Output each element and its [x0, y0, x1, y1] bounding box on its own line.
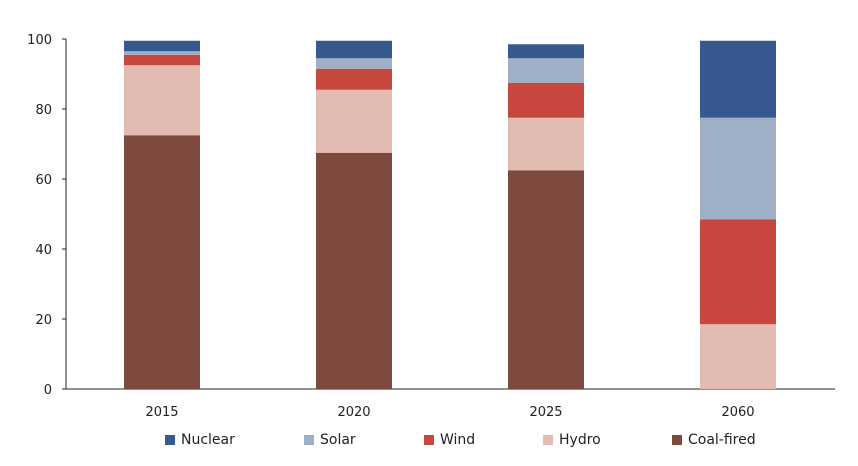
legend-swatch — [165, 435, 175, 445]
bar-segment-hydro-2025 — [508, 117, 584, 171]
bar-segment-solar-2060 — [700, 117, 776, 220]
bar-segment-coal-fired-2020 — [316, 152, 392, 389]
bar-segment-hydro-2020 — [316, 89, 392, 153]
bar-segment-wind-2020 — [316, 68, 392, 90]
legend-label: Hydro — [559, 432, 601, 448]
y-tick-label: 100 — [27, 33, 52, 48]
x-tick-group: 2015 2020 2025 2060 — [145, 405, 754, 420]
y-tick-label: 40 — [35, 243, 52, 258]
bar-segment-hydro-2060 — [700, 324, 776, 389]
bar-segment-hydro-2015 — [124, 65, 200, 136]
legend-swatch — [424, 435, 434, 445]
legend-item-wind: Wind — [424, 432, 475, 448]
y-tick-label: 0 — [44, 383, 52, 398]
bar-group — [124, 40, 776, 389]
legend-label: Nuclear — [181, 432, 235, 448]
y-tick-label: 80 — [35, 103, 52, 118]
bar-segment-coal-fired-2025 — [508, 170, 584, 389]
legend-label: Coal-fired — [688, 432, 756, 448]
x-tick-label: 2015 — [145, 405, 178, 420]
legend-swatch — [672, 435, 682, 445]
bar-segment-nuclear-2020 — [316, 40, 392, 59]
legend-item-coal-fired: Coal-fired — [672, 432, 756, 448]
legend-item-solar: Solar — [304, 432, 356, 448]
x-tick-label: 2060 — [721, 405, 754, 420]
x-tick-label: 2020 — [337, 405, 370, 420]
bar-segment-nuclear-2025 — [508, 44, 584, 59]
bar-segment-wind-2060 — [700, 219, 776, 325]
legend-swatch — [543, 435, 553, 445]
legend-label: Solar — [320, 432, 356, 448]
bar-segment-coal-fired-2015 — [124, 135, 200, 389]
bar-segment-solar-2020 — [316, 58, 392, 69]
y-tick-group: 0 20 40 60 80 100 — [27, 33, 66, 398]
bar-segment-solar-2025 — [508, 58, 584, 83]
y-tick-label: 20 — [35, 313, 52, 328]
bar-segment-wind-2015 — [124, 54, 200, 66]
bar-segment-nuclear-2015 — [124, 40, 200, 52]
bar-segment-nuclear-2060 — [700, 40, 776, 118]
x-tick-label: 2025 — [529, 405, 562, 420]
bar-segment-solar-2015 — [124, 51, 200, 55]
legend: Nuclear Solar Wind Hydro Coal-fired — [0, 432, 858, 460]
bar-segment-wind-2025 — [508, 82, 584, 118]
legend-item-hydro: Hydro — [543, 432, 601, 448]
legend-swatch — [304, 435, 314, 445]
legend-label: Wind — [440, 432, 476, 448]
legend-item-nuclear: Nuclear — [165, 432, 235, 448]
y-tick-label: 60 — [35, 173, 52, 188]
